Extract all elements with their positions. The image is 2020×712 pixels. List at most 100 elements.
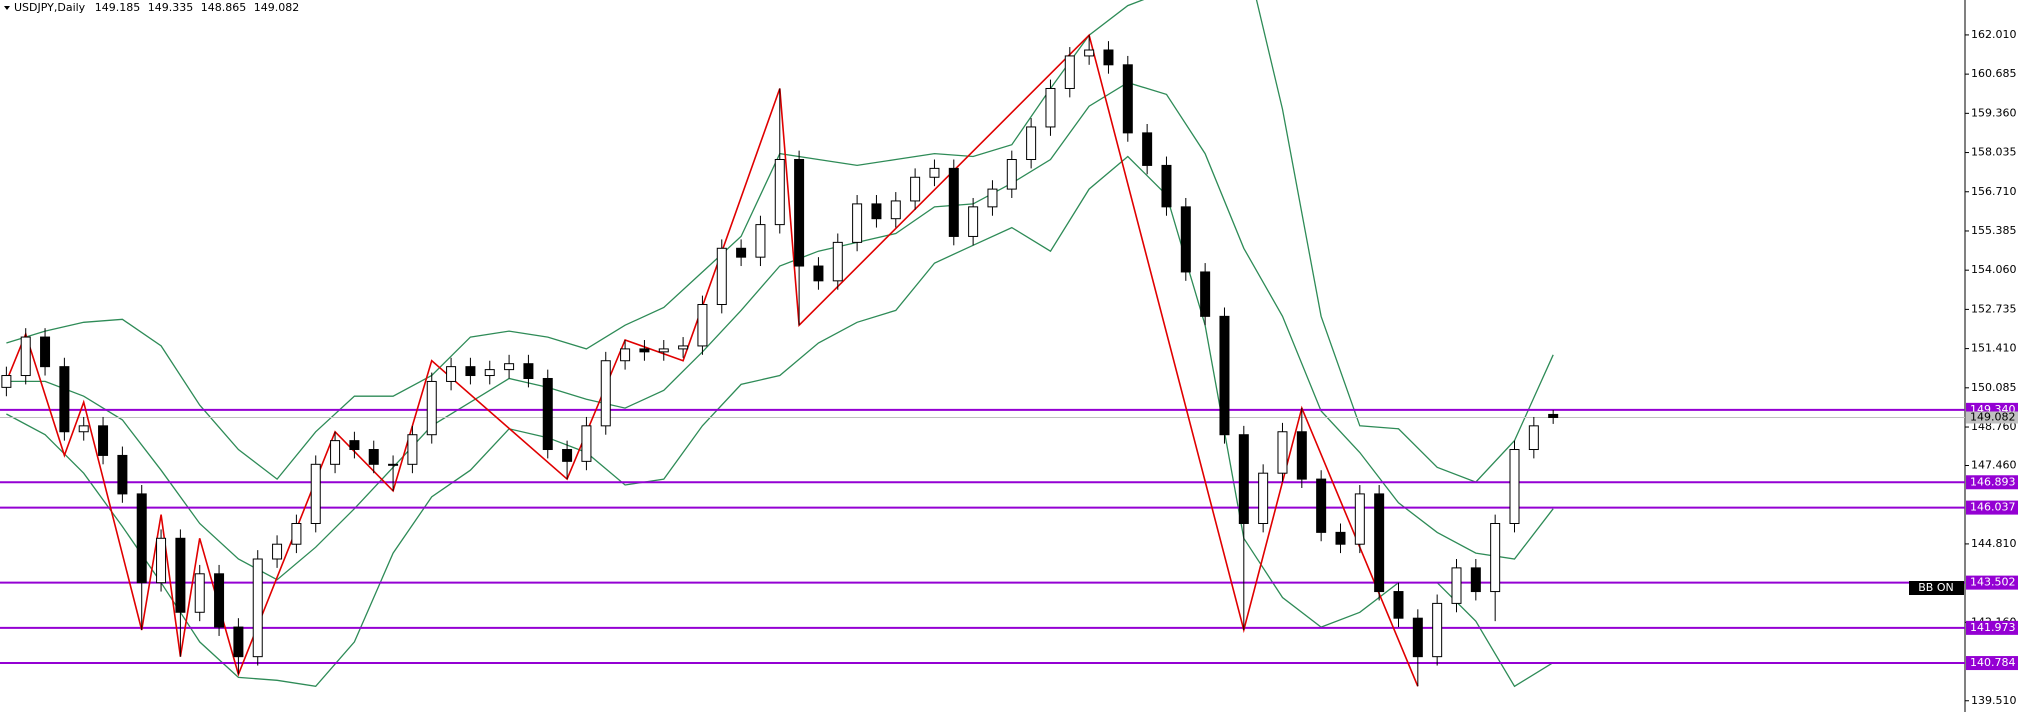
candle-body — [1548, 413, 1559, 418]
candle-body — [968, 206, 979, 237]
candle-body — [562, 449, 573, 462]
y-tick-label: 159.360 — [1971, 106, 2017, 119]
candle-body — [349, 440, 360, 451]
candle-body — [929, 167, 940, 178]
candle-body — [20, 336, 31, 377]
candle-body — [407, 434, 418, 465]
price-badge — [1966, 411, 2018, 424]
candle-body — [194, 573, 205, 613]
candle-body — [1006, 159, 1017, 190]
y-tick-label: 152.735 — [1971, 302, 2017, 315]
candle-body — [736, 247, 747, 258]
candle-body — [871, 203, 882, 220]
candle-body — [774, 159, 785, 226]
candle-body — [1277, 431, 1288, 474]
candle-body — [1219, 315, 1230, 436]
symbol: USDJPY,Daily — [14, 1, 86, 14]
y-tick-label: 158.035 — [1971, 146, 2017, 159]
level-label: 143.502 — [1970, 576, 2016, 589]
candle-body — [1200, 271, 1211, 317]
candle-body — [1122, 64, 1133, 134]
bollinger-middle — [6, 81, 1554, 581]
candle-body — [678, 345, 689, 350]
candle-body — [252, 558, 263, 658]
y-tick-label: 147.460 — [1971, 458, 2017, 471]
candle-body — [272, 543, 283, 560]
candle-body — [1470, 567, 1481, 593]
level-badge — [1966, 620, 2018, 635]
bollinger-lower — [6, 155, 1554, 688]
candle-body — [1180, 206, 1191, 273]
plot-area — [0, 0, 1965, 688]
candle-body — [620, 348, 631, 362]
candle-body — [716, 247, 727, 306]
chart-header: USDJPY,Daily 149.185 149.335 148.865 149… — [14, 1, 299, 14]
open-value: 149.185 — [95, 1, 141, 14]
candle-body — [852, 203, 863, 243]
candle-body — [1103, 49, 1114, 66]
y-tick-label: 162.010 — [1971, 28, 2017, 41]
candle-body — [890, 200, 901, 220]
y-tick-label: 156.710 — [1971, 185, 2017, 198]
level-badge — [1966, 656, 2018, 671]
candle-body — [1451, 567, 1462, 604]
candle-body — [813, 265, 824, 282]
candle-body — [1, 375, 12, 388]
candle-body — [1026, 126, 1037, 161]
candle-body — [1374, 493, 1385, 593]
candle-body — [1316, 478, 1327, 533]
candle-body — [1045, 87, 1056, 128]
candle-body — [1142, 132, 1153, 166]
candle-body — [59, 366, 70, 433]
candle-body — [136, 493, 147, 584]
candle-body — [1509, 449, 1520, 524]
candle-body — [1490, 522, 1501, 593]
candle-body — [504, 363, 515, 371]
candle-body — [948, 167, 959, 237]
candle-body — [117, 454, 128, 495]
candle-body — [330, 440, 341, 465]
candle-body — [175, 537, 186, 613]
candle-body — [1432, 602, 1443, 658]
candle-body — [1528, 425, 1539, 451]
level-badge — [1966, 475, 2018, 490]
candle-body — [1084, 49, 1095, 57]
candle-body — [1161, 164, 1172, 208]
y-tick-label: 144.810 — [1971, 537, 2017, 550]
y-tick-label: 139.510 — [1971, 694, 2017, 707]
candle-body — [1335, 531, 1346, 545]
indicator-badge — [1909, 581, 1964, 595]
candle-body — [697, 304, 708, 347]
y-tick-label: 160.685 — [1971, 67, 2017, 80]
candle-body — [310, 463, 321, 524]
candle-body — [388, 463, 399, 466]
low-value: 148.865 — [201, 1, 247, 14]
candle-body — [910, 176, 921, 202]
candle-body — [987, 188, 998, 208]
candle-body — [658, 348, 669, 353]
y-tick-label: 155.385 — [1971, 224, 2017, 237]
candle-body — [1393, 591, 1404, 619]
candle-body — [832, 241, 843, 282]
candle-body — [755, 224, 766, 258]
candle-body — [794, 159, 805, 267]
level-label: 146.037 — [1970, 501, 2016, 514]
candle-body — [1238, 434, 1249, 524]
candle-body — [40, 336, 51, 368]
level-label: 141.973 — [1970, 621, 2016, 634]
close-value: 149.082 — [254, 1, 300, 14]
menu-arrow — [4, 6, 10, 10]
candle-body — [156, 537, 167, 584]
y-tick-label: 151.410 — [1971, 342, 2017, 355]
candle-body — [523, 363, 534, 379]
candle-body — [484, 369, 495, 377]
candle-body — [1354, 493, 1365, 545]
candle-body — [1296, 431, 1307, 480]
candle-body — [465, 366, 476, 377]
candle-body — [233, 626, 244, 658]
candle-body — [639, 348, 650, 353]
candle-body — [581, 425, 592, 462]
candle-body — [446, 366, 457, 382]
